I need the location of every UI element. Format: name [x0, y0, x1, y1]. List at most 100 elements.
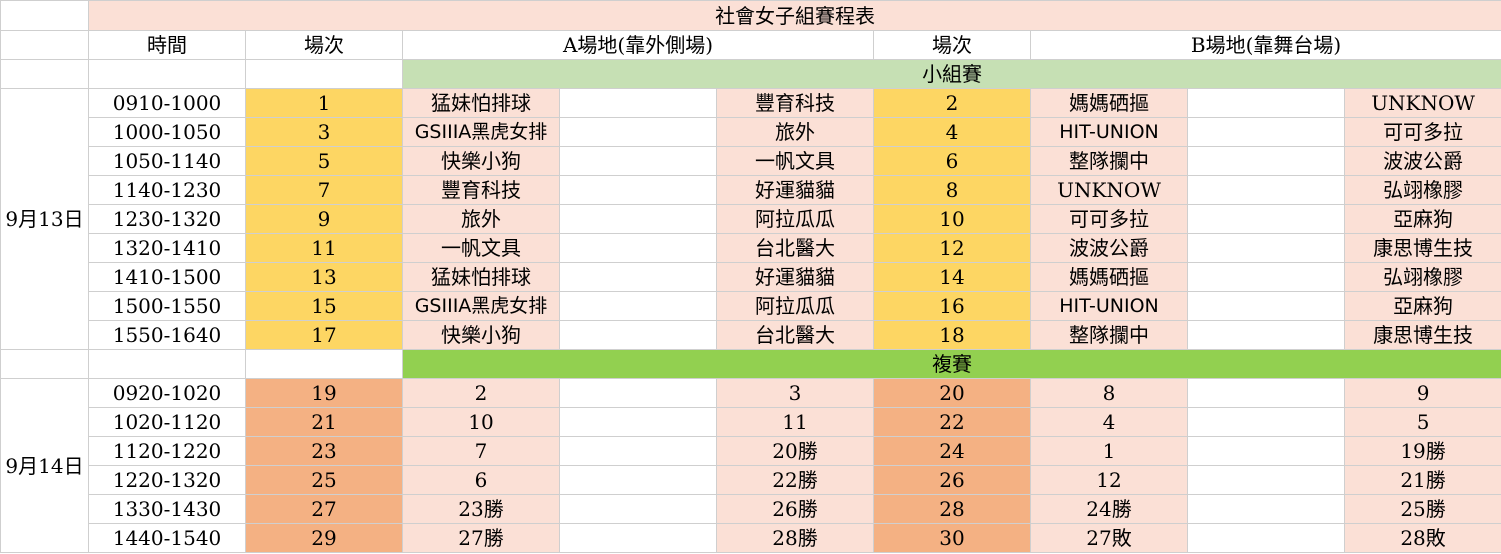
- match-row: 1120-1220 23 7 20勝 24 1 19勝: [1, 436, 1501, 466]
- court-b-team-2: 康思博生技: [1343, 320, 1501, 350]
- match-number-b: 6: [873, 146, 1031, 176]
- match-row: 1440-1540 29 27勝 28勝 30 27敗 28敗: [1, 523, 1501, 553]
- section-row-knockout: 複賽: [0, 349, 1501, 379]
- match-number-b: 18: [873, 320, 1031, 350]
- court-a-vs-spacer: [559, 494, 717, 524]
- court-a-team-1: 猛妹怕排球: [402, 262, 560, 292]
- match-date: 9月13日: [0, 88, 89, 350]
- court-b-team-2: 波波公爵: [1343, 146, 1501, 176]
- match-row: 1020-1120 21 10 11 22 4 5: [1, 407, 1501, 437]
- court-b-team-2: 25勝: [1343, 494, 1501, 524]
- match-number-b: 24: [873, 436, 1031, 466]
- court-a-team-1: 豐育科技: [402, 175, 560, 205]
- court-a-team-2: 28勝: [716, 523, 874, 553]
- court-a-team-2: 26勝: [716, 494, 874, 524]
- match-number-a: 21: [245, 407, 403, 437]
- court-b-team-1: 27敗: [1030, 523, 1188, 553]
- match-time: 0910-1000: [88, 88, 246, 118]
- court-b-team-1: 24勝: [1030, 494, 1188, 524]
- empty-cell: [0, 349, 89, 379]
- match-time: 1320-1410: [88, 233, 246, 263]
- match-number-a: 23: [245, 436, 403, 466]
- match-time: 1120-1220: [88, 436, 246, 466]
- court-b-vs-spacer: [1187, 262, 1345, 292]
- court-b-vs-spacer: [1187, 88, 1345, 118]
- court-b-vs-spacer: [1187, 378, 1345, 408]
- match-number-a: 19: [245, 378, 403, 408]
- court-a-team-1: 快樂小狗: [402, 320, 560, 350]
- court-b-team-1: HIT-UNION: [1030, 291, 1188, 321]
- match-date: 9月14日: [0, 378, 89, 553]
- court-a-vs-spacer: [559, 204, 717, 234]
- court-b-vs-spacer: [1187, 233, 1345, 263]
- court-a-team-2: 一帆文具: [716, 146, 874, 176]
- match-time: 0920-1020: [88, 378, 246, 408]
- court-a-team-1: 快樂小狗: [402, 146, 560, 176]
- section-header-knockout: 複賽: [401, 349, 1501, 379]
- court-b-vs-spacer: [1187, 436, 1345, 466]
- empty-cell: [88, 349, 246, 379]
- court-a-team-1: 7: [402, 436, 560, 466]
- court-a-vs-spacer: [559, 523, 717, 553]
- court-a-vs-spacer: [559, 465, 717, 495]
- court-b-team-2: 康思博生技: [1343, 233, 1501, 263]
- empty-cell: [0, 30, 89, 60]
- court-b-vs-spacer: [1187, 204, 1345, 234]
- match-time: 1020-1120: [88, 407, 246, 437]
- court-b-vs-spacer: [1187, 175, 1345, 205]
- title-row: 社會女子組賽程表: [0, 0, 1501, 31]
- court-a-team-2: 旅外: [716, 117, 874, 147]
- court-a-team-1: 27勝: [402, 523, 560, 553]
- empty-cell: [245, 349, 403, 379]
- court-b-team-1: 波波公爵: [1030, 233, 1188, 263]
- court-a-team-2: 阿拉瓜瓜: [716, 291, 874, 321]
- section-header-group: 小組賽: [401, 59, 1501, 89]
- match-row: 9月14日 0920-1020 19 2 3 20 8 9: [0, 378, 1501, 553]
- court-a-vs-spacer: [559, 175, 717, 205]
- court-a-team-2: 阿拉瓜瓜: [716, 204, 874, 234]
- court-b-team-1: 媽媽硒摳: [1030, 88, 1188, 118]
- match-number-a: 3: [245, 117, 403, 147]
- court-b-team-1: 可可多拉: [1030, 204, 1188, 234]
- court-b-team-1: 8: [1030, 378, 1188, 408]
- court-b-team-1: 12: [1030, 465, 1188, 495]
- court-a-team-2: 台北醫大: [716, 320, 874, 350]
- match-number-a: 15: [245, 291, 403, 321]
- court-b-team-2: 28敗: [1343, 523, 1501, 553]
- court-b-team-2: 弘翊橡膠: [1343, 175, 1501, 205]
- match-row: 9月13日 0910-1000 1 猛妹怕排球 豐育科技 2 媽媽硒摳 UNKNOW: [0, 88, 1501, 350]
- court-b-vs-spacer: [1187, 146, 1345, 176]
- match-time: 1000-1050: [88, 117, 246, 147]
- court-b-team-2: 亞麻狗: [1343, 291, 1501, 321]
- match-number-a: 5: [245, 146, 403, 176]
- page-title: 社會女子組賽程表: [87, 0, 1501, 31]
- court-a-vs-spacer: [559, 291, 717, 321]
- court-a-team-1: 一帆文具: [402, 233, 560, 263]
- court-a-team-1: 6: [402, 465, 560, 495]
- court-b-vs-spacer: [1187, 465, 1345, 495]
- court-a-team-2: 20勝: [716, 436, 874, 466]
- court-a-vs-spacer: [559, 146, 717, 176]
- match-row: 1550-1640 17 快樂小狗 台北醫大 18 整隊攔中 康思博生技: [1, 320, 1501, 350]
- court-a-team-1: 10: [402, 407, 560, 437]
- court-a-vs-spacer: [559, 262, 717, 292]
- court-b-team-2: 19勝: [1343, 436, 1501, 466]
- court-b-vs-spacer: [1187, 523, 1345, 553]
- court-a-team-1: 23勝: [402, 494, 560, 524]
- court-a-team-1: 旅外: [402, 204, 560, 234]
- match-number-a: 25: [245, 465, 403, 495]
- match-time: 1220-1320: [88, 465, 246, 495]
- court-b-team-1: 整隊攔中: [1030, 146, 1188, 176]
- match-time: 1440-1540: [88, 523, 246, 553]
- match-time: 1050-1140: [88, 146, 246, 176]
- match-row: 1220-1320 25 6 22勝 26 12 21勝: [1, 465, 1501, 495]
- court-a-team-2: 好運貓貓: [716, 262, 874, 292]
- match-row: 1500-1550 15 GSIIIA黑虎女排 阿拉瓜瓜 16 HIT-UNION 亞麻狗: [1, 291, 1501, 321]
- court-b-vs-spacer: [1187, 291, 1345, 321]
- court-b-team-1: HIT-UNION: [1030, 117, 1188, 147]
- match-number-a: 7: [245, 175, 403, 205]
- match-number-a: 1: [245, 88, 403, 118]
- court-b-team-2: 弘翊橡膠: [1343, 262, 1501, 292]
- court-a-vs-spacer: [559, 378, 717, 408]
